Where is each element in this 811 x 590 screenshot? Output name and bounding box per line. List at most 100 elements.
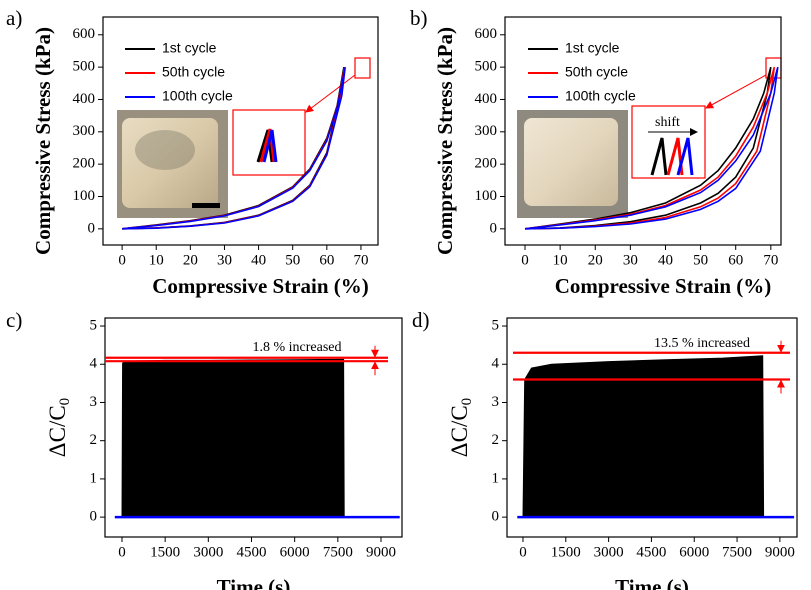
legend-label: 100th cycle <box>162 88 233 104</box>
plot-area <box>517 355 795 519</box>
x-axis-label: Compressive Strain (%) <box>152 274 369 298</box>
y-tick-label: 200 <box>73 156 96 172</box>
data-line <box>524 66 776 230</box>
y-tick-label: 1 <box>492 470 500 486</box>
x-tick-label: 0 <box>521 252 529 268</box>
x-tick-label: 50 <box>285 252 300 268</box>
y-axis-label-main: ΔC/C <box>447 405 472 457</box>
annotation: 1.8 % increased <box>252 340 341 355</box>
y-tick-label: 600 <box>475 26 498 42</box>
x-tick-label: 70 <box>353 252 368 268</box>
x-tick-label: 20 <box>183 252 198 268</box>
data-area <box>522 355 765 518</box>
x-tick-label: 1500 <box>150 544 180 560</box>
x-tick-label: 50 <box>693 252 708 268</box>
annotation: 500 kPa, 100 cycle <box>197 489 304 504</box>
y-axis-label-main: ΔC/C <box>45 405 70 457</box>
y-axis-label: Compressive Stress (kPa) <box>31 27 55 255</box>
legend-label: 100th cycle <box>565 88 636 104</box>
y-axis-label: Compressive Stress (kPa) <box>433 27 457 255</box>
x-tick-label: 4500 <box>636 544 666 560</box>
x-tick-label: 10 <box>553 252 568 268</box>
legend-label: 50th cycle <box>565 64 628 80</box>
plot-area <box>114 358 400 519</box>
x-tick-label: 30 <box>623 252 638 268</box>
y-tick-label: 100 <box>73 188 96 204</box>
x-tick-label: 0 <box>118 252 126 268</box>
y-tick-label: 0 <box>90 509 98 525</box>
x-tick-label: 40 <box>251 252 266 268</box>
x-tick-label: 3000 <box>193 544 223 560</box>
plot-area <box>524 66 779 230</box>
y-tick-label: 0 <box>492 509 500 525</box>
annotation: 13.5 % increased <box>654 336 750 351</box>
x-tick-label: 1500 <box>551 544 581 560</box>
x-tick-label: 70 <box>763 252 778 268</box>
annotation: 500 kPa, 100 cycle <box>599 489 706 504</box>
panel-label: d) <box>412 308 430 332</box>
x-tick-label: 6000 <box>280 544 310 560</box>
y-tick-label: 4 <box>492 356 500 372</box>
y-tick-label: 500 <box>475 59 498 75</box>
y-tick-label: 0 <box>88 220 96 236</box>
data-line <box>122 66 346 230</box>
y-tick-label: 3 <box>90 394 98 410</box>
legend-label: 1st cycle <box>162 40 217 56</box>
panel-label: c) <box>6 308 22 332</box>
y-tick-label: 2 <box>492 432 500 448</box>
y-tick-label: 300 <box>73 123 96 139</box>
x-axis-label: Compressive Strain (%) <box>555 274 772 298</box>
y-tick-label: 0 <box>490 220 498 236</box>
y-tick-label: 1 <box>90 470 98 486</box>
y-tick-label: 4 <box>90 356 98 372</box>
axes-frame <box>506 317 798 538</box>
x-tick-label: 9000 <box>765 544 795 560</box>
y-tick-label: 100 <box>475 188 498 204</box>
photo-inset <box>117 110 228 218</box>
inset-label: shift <box>655 115 680 130</box>
x-tick-label: 60 <box>728 252 743 268</box>
x-tick-label: 60 <box>319 252 334 268</box>
zoom-inset <box>232 57 371 176</box>
panel-label: a) <box>6 6 22 30</box>
y-tick-label: 200 <box>475 156 498 172</box>
y-tick-label: 600 <box>73 26 96 42</box>
x-tick-label: 40 <box>658 252 673 268</box>
legend-label: 50th cycle <box>162 64 225 80</box>
x-tick-label: 7500 <box>323 544 353 560</box>
y-axis-label: ΔC/C0 <box>45 398 73 457</box>
y-axis-label: ΔC/C0 <box>447 398 475 457</box>
x-tick-label: 3000 <box>594 544 624 560</box>
x-tick-label: 0 <box>118 544 126 560</box>
x-tick-label: 30 <box>217 252 232 268</box>
x-tick-label: 0 <box>519 544 527 560</box>
y-tick-label: 5 <box>492 317 500 333</box>
photo-inset <box>517 110 628 218</box>
panel-label: b) <box>410 6 428 30</box>
y-axis-label-subscript: 0 <box>459 398 475 406</box>
x-tick-label: 7500 <box>722 544 752 560</box>
x-axis-label: Time (s) <box>615 575 689 590</box>
y-tick-label: 2 <box>90 432 98 448</box>
data-line <box>524 66 772 230</box>
legend-label: 1st cycle <box>565 40 620 56</box>
y-tick-label: 3 <box>492 394 500 410</box>
data-line <box>524 66 779 230</box>
y-axis-label-subscript: 0 <box>57 398 73 406</box>
x-axis-label: Time (s) <box>217 575 291 590</box>
x-tick-label: 6000 <box>679 544 709 560</box>
y-tick-label: 300 <box>475 123 498 139</box>
x-tick-label: 20 <box>588 252 603 268</box>
y-tick-label: 400 <box>475 91 498 107</box>
axes-frame <box>104 317 403 538</box>
zoom-inset <box>631 57 782 179</box>
axes-frame <box>504 16 782 246</box>
y-tick-label: 500 <box>73 59 96 75</box>
x-tick-label: 9000 <box>366 544 396 560</box>
y-tick-label: 400 <box>73 91 96 107</box>
y-tick-label: 5 <box>90 317 98 333</box>
plot-area <box>122 66 346 230</box>
x-tick-label: 4500 <box>236 544 266 560</box>
x-tick-label: 10 <box>149 252 164 268</box>
